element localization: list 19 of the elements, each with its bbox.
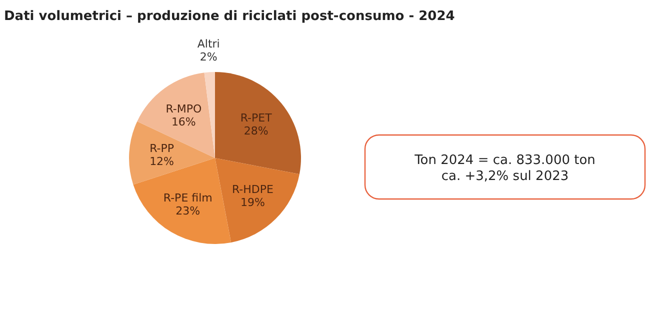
data-label: 28% [244,124,268,138]
slice-label: R-PET [240,112,272,125]
chart-title: Dati volumetrici – produzione di riciclati post-consumo - 2024 [4,9,455,24]
data-label: 19% [240,196,265,210]
slice-label: Altri [197,38,220,51]
pie-slice [204,72,215,158]
pie-slice [137,72,215,158]
slice-label: R-PE film [163,191,212,204]
slice-label: R-HDPE [232,183,274,196]
pie-slice [133,158,232,244]
data-label: 12% [150,155,174,168]
text: Ton 2024 = ca. 833.000 ton ca. +3,2% sul 2023 [414,153,596,184]
data-label: 16% [171,115,196,128]
pie-slice [215,72,301,174]
pie-slice [215,158,300,242]
data-label: 23% [176,204,200,218]
slice-label: R-MPO [166,102,202,116]
slice-label: R-PP [150,142,174,156]
data-label: 2% [200,50,218,64]
